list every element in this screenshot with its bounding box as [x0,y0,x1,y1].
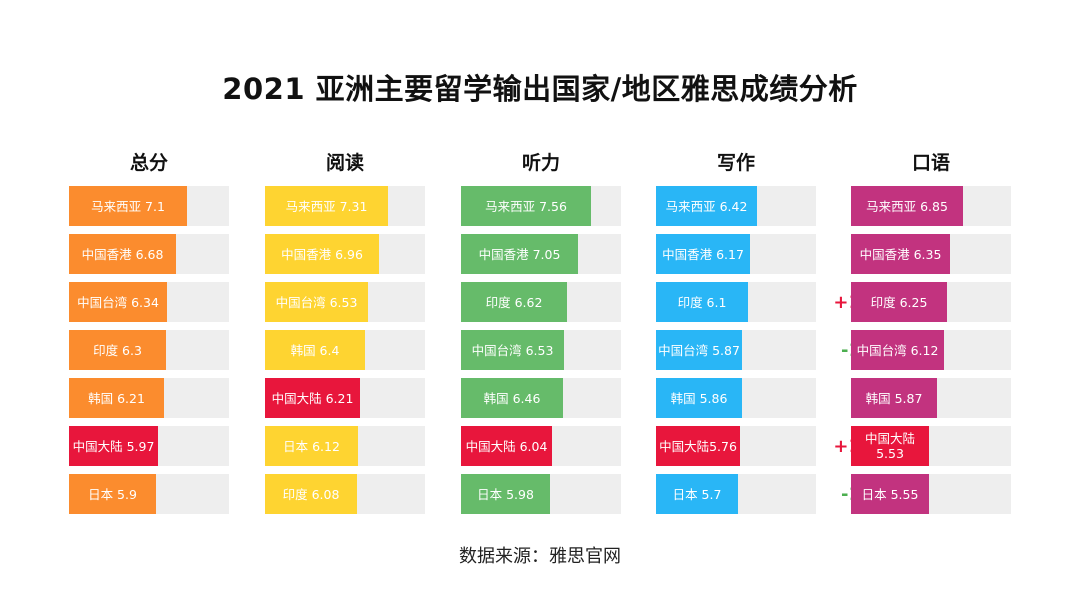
panel: 听力马来西亚 7.56 中国香港 7.05 印度 6.62 中国台湾 6.53 韩国 6… [461,148,621,522]
bar: 马来西亚 6.42 [656,186,757,226]
bar: 马来西亚 7.31 [265,186,388,226]
bar-track: 日本 5.98 [461,474,621,514]
bar: 印度 6.62 [461,282,567,322]
bar-track: 马来西亚 7.56 [461,186,621,226]
bar-track: 马来西亚 7.1 [69,186,229,226]
bar: 中国台湾 6.53 [265,282,368,322]
bar-track: 印度 6.08 [265,474,425,514]
panel-title: 写作 [716,152,755,174]
bar-track: 中国台湾 6.12 [851,330,1011,370]
bar: 韩国 5.86 [656,378,742,418]
bar: 韩国 6.46 [461,378,563,418]
panel-title: 阅读 [325,152,364,174]
bar: 中国大陆5.76 [656,426,740,466]
bar-track: 印度 6.1 +1 [656,282,878,322]
bar-track: 韩国 6.46 [461,378,621,418]
bar-track: 马来西亚 6.85 [851,186,1011,226]
bar: 印度 6.08 [265,474,357,514]
bar-track: 韩国 6.21 [69,378,229,418]
bar-track: 印度 6.62 [461,282,621,322]
bar-track: 韩国 6.4 [265,330,425,370]
bar: 中国台湾 6.53 [461,330,564,370]
bar: 日本 6.12 [265,426,358,466]
bar: 韩国 5.87 [851,378,937,418]
bar: 韩国 6.4 [265,330,365,370]
bar-track: 中国大陆5.76 +1 [656,426,878,466]
bar: 中国台湾 6.34 [69,282,167,322]
panel-title: 口语 [911,152,950,174]
bar: 中国大陆 6.21 [265,378,360,418]
panel: 阅读马来西亚 7.31 中国香港 6.96 中国台湾 6.53 韩国 6.4 中国大陆 … [265,148,425,522]
bar-track: 中国香港 7.05 [461,234,621,274]
bar: 中国香港 6.96 [265,234,379,274]
chart-title: 2021 亚洲主要留学输出国家/地区雅思成绩分析 [222,72,858,106]
bar: 韩国 6.21 [69,378,164,418]
bar-track: 中国大陆 5.53 [851,426,1011,466]
bar: 日本 5.9 [69,474,156,514]
bar: 中国香港 6.35 [851,234,950,274]
bar-track: 日本 5.55 [851,474,1011,514]
bar-track: 中国大陆 6.04 [461,426,621,466]
bar-track: 中国台湾 6.53 [265,282,425,322]
bar-track: 中国台湾 6.53 [461,330,621,370]
bar-track: 中国香港 6.68 [69,234,229,274]
bar-track: 印度 6.25 [851,282,1011,322]
bar: 马来西亚 7.1 [69,186,187,226]
bar-track: 日本 5.9 [69,474,229,514]
data-source: 数据来源：雅思官网 [459,546,621,567]
panel: 口语马来西亚 6.85 中国香港 6.35 印度 6.25 中国台湾 6.12 韩国 5… [851,148,1011,522]
bar-track: 中国香港 6.17 [656,234,816,274]
bar-track: 印度 6.3 [69,330,229,370]
bar-track: 中国台湾 6.34 [69,282,229,322]
bar: 中国香港 6.17 [656,234,750,274]
bar-track: 中国台湾 5.87-1 [656,330,878,370]
bar-track: 中国大陆 6.21 [265,378,425,418]
bar-track: 日本 6.12 [265,426,425,466]
bar: 印度 6.25 [851,282,947,322]
bar-track: 韩国 5.87 [851,378,1011,418]
bar: 中国台湾 5.87 [656,330,742,370]
bar-track: 中国香港 6.35 [851,234,1011,274]
panel: 总分马来西亚 7.1 中国香港 6.68 中国台湾 6.34 印度 6.3 韩国 6.2… [69,148,229,522]
bar-track: 马来西亚 6.42 [656,186,816,226]
bar: 中国香港 6.68 [69,234,176,274]
panel-title: 听力 [521,152,560,174]
bar: 印度 6.3 [69,330,166,370]
bar: 中国香港 7.05 [461,234,578,274]
bar: 中国大陆 5.53 [851,426,929,466]
bar-track: 马来西亚 7.31 [265,186,425,226]
panel-title: 总分 [129,152,168,174]
bar: 日本 5.7 [656,474,738,514]
bar: 日本 5.98 [461,474,550,514]
bar: 日本 5.55 [851,474,929,514]
bar: 马来西亚 7.56 [461,186,591,226]
bar: 中国台湾 6.12 [851,330,944,370]
bar: 印度 6.1 [656,282,748,322]
bar: 中国大陆 6.04 [461,426,552,466]
bar-track: 日本 5.7-1 [656,474,878,514]
bar-track: 中国大陆 5.97 [69,426,229,466]
bar-track: 中国香港 6.96 [265,234,425,274]
bar-track: 韩国 5.86 [656,378,816,418]
bar: 马来西亚 6.85 [851,186,963,226]
bar: 中国大陆 5.97 [69,426,158,466]
